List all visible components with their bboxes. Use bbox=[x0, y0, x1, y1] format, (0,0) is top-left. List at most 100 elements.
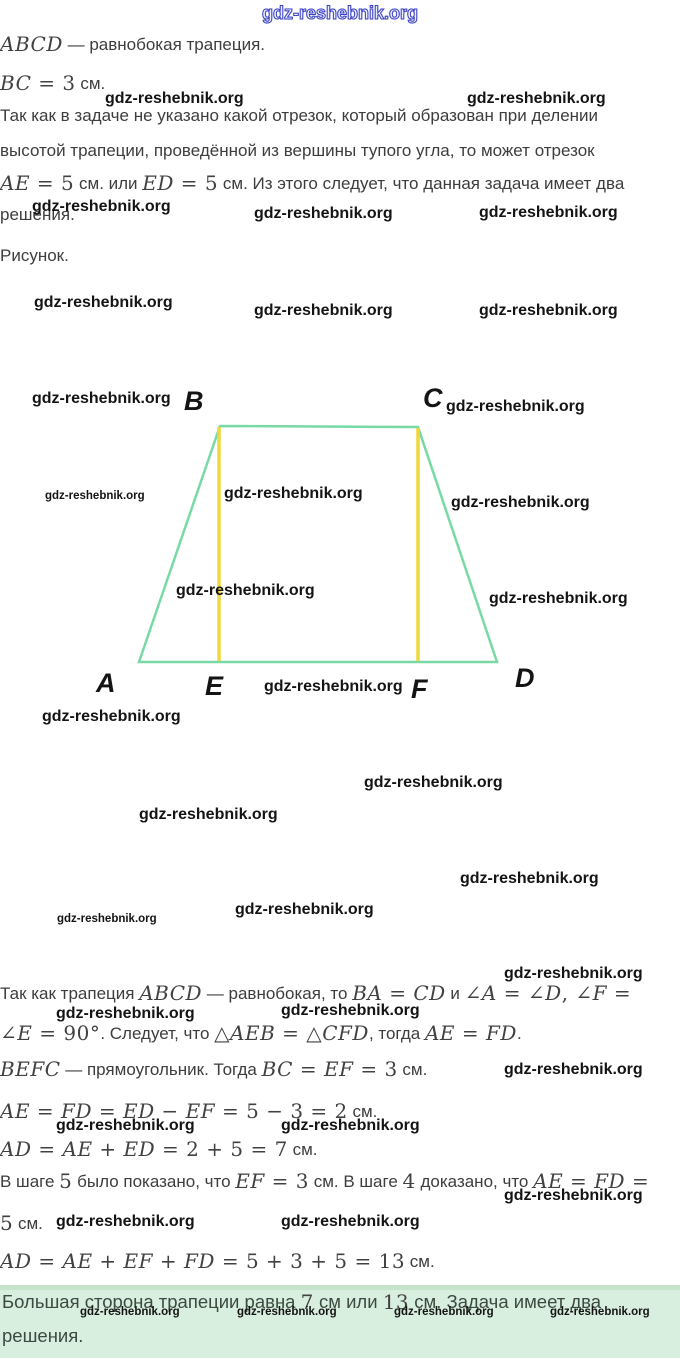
text-run: — равнобокая трапеция. bbox=[62, 35, 266, 54]
line-paragraph-4: решения. bbox=[0, 203, 75, 227]
answer-line-2: решения. bbox=[2, 1324, 83, 1348]
site-watermark: gdz-reshebnik.org bbox=[42, 708, 181, 725]
answer-highlight-box bbox=[0, 1285, 680, 1358]
text-run: — прямоугольник. Тогда bbox=[60, 1060, 262, 1079]
text-run: см или bbox=[313, 1291, 383, 1312]
line-bc-given: BC = 3 см. bbox=[0, 71, 105, 96]
math-run: EF = 3 bbox=[235, 1169, 309, 1193]
text-run: — равнобокая, то bbox=[202, 984, 353, 1003]
foot-label-F: F bbox=[411, 674, 428, 704]
site-watermark: gdz-reshebnik.org bbox=[460, 870, 599, 887]
site-watermark: gdz-reshebnik.org bbox=[32, 198, 171, 215]
text-run: см. bbox=[397, 1060, 428, 1079]
site-watermark: gdz-reshebnik.org bbox=[467, 90, 606, 107]
text-run: см. Задача имеет два bbox=[409, 1291, 602, 1312]
site-watermark: gdz-reshebnik.org bbox=[394, 1306, 494, 1318]
text-run: решения. bbox=[2, 1325, 84, 1346]
site-watermark: gdz-reshebnik.org bbox=[479, 204, 618, 221]
text-run: . bbox=[516, 1024, 522, 1043]
math-run: AE = FD = bbox=[533, 1169, 650, 1193]
site-watermark: gdz-reshebnik.org bbox=[254, 205, 393, 222]
trapezoid-outline bbox=[137, 424, 499, 664]
line-step-6b: 5 см. bbox=[0, 1211, 43, 1236]
site-watermark: gdz-reshebnik.org bbox=[235, 901, 374, 918]
site-watermark: gdz-reshebnik.org bbox=[364, 774, 503, 791]
math-run: 4 bbox=[402, 1169, 416, 1193]
site-watermark: gdz-reshebnik.org bbox=[80, 1306, 180, 1318]
math-run: ABCD bbox=[0, 32, 63, 56]
site-watermark: gdz-reshebnik.org bbox=[34, 294, 173, 311]
line-step-6a: В шаге 5 было показано, что EF = 3 см. В… bbox=[0, 1169, 649, 1194]
math-run: 5 bbox=[59, 1169, 73, 1193]
text-run: см. или bbox=[74, 174, 143, 193]
line-paragraph-3: AE = 5 см. или ED = 5 см. Из этого следу… bbox=[0, 171, 624, 196]
line-figure-caption: Рисунок. bbox=[0, 244, 69, 268]
site-watermark: gdz-reshebnik.org bbox=[281, 1002, 420, 1019]
site-watermark: gdz-reshebnik.org bbox=[504, 965, 643, 982]
trapezoid-figure bbox=[137, 424, 499, 664]
vertex-label-A: A bbox=[96, 668, 116, 698]
site-watermark: gdz-reshebnik.org bbox=[45, 490, 145, 502]
text-run: было показано, что bbox=[72, 1172, 236, 1191]
text-run: Так как в задаче не указано какой отрезо… bbox=[0, 106, 599, 125]
math-run: 5 bbox=[0, 1211, 14, 1235]
site-watermark: gdz-reshebnik.org bbox=[451, 494, 590, 511]
math-run: 7 bbox=[300, 1290, 314, 1314]
site-watermark: gdz-reshebnik.org bbox=[105, 90, 244, 107]
vertex-label-C: C bbox=[423, 383, 443, 413]
site-watermark: gdz-reshebnik.org bbox=[281, 1117, 420, 1134]
site-watermark: gdz-reshebnik.org bbox=[479, 302, 618, 319]
math-run: AE = 5 bbox=[0, 171, 75, 195]
site-watermark: gdz-reshebnik.org bbox=[504, 1061, 643, 1078]
text-run: Рисунок. bbox=[0, 246, 69, 265]
math-run: 13 bbox=[382, 1290, 410, 1314]
text-run: см. bbox=[405, 1252, 435, 1271]
site-watermark: gdz-reshebnik.org bbox=[56, 1005, 195, 1022]
text-run: см. В шаге bbox=[309, 1172, 403, 1191]
math-run: BEFC bbox=[0, 1057, 61, 1081]
text-run: . Следует, что bbox=[100, 1024, 215, 1043]
foot-label-E: E bbox=[205, 671, 224, 701]
text-run: Большая сторона трапеции равна bbox=[2, 1291, 301, 1312]
site-watermark: gdz-reshebnik.org bbox=[281, 1213, 420, 1230]
math-run: ED = 5 bbox=[142, 171, 219, 195]
line-step-3: BEFC — прямоугольник. Тогда BC = EF = 3 … bbox=[0, 1057, 427, 1082]
text-run: см. Из этого следует, что данная задача … bbox=[218, 174, 625, 193]
math-run: △AEB = △CFD bbox=[214, 1021, 369, 1045]
line-step-4: AE = FD = ED − EF = 5 − 3 = 2 см. bbox=[0, 1099, 377, 1124]
site-watermark: gdz-reshebnik.org bbox=[57, 913, 157, 925]
line-paragraph-2: высотой трапеции, проведённой из вершины… bbox=[0, 139, 595, 163]
site-watermark: gdz-reshebnik.org bbox=[56, 1213, 195, 1230]
text-run: решения. bbox=[0, 205, 75, 224]
site-watermark: gdz-reshebnik.org bbox=[264, 678, 403, 695]
site-watermark: gdz-reshebnik.org bbox=[139, 806, 278, 823]
text-run: см. bbox=[287, 1140, 318, 1159]
line-paragraph-1: Так как в задаче не указано какой отрезо… bbox=[0, 104, 598, 128]
site-watermark: gdz-reshebnik.org bbox=[32, 390, 171, 407]
site-watermark: gdz-reshebnik.org bbox=[550, 1306, 650, 1318]
text-run: и bbox=[445, 984, 465, 1003]
math-run: ∠A = ∠D, ∠F = bbox=[464, 981, 632, 1005]
line-step-7: AD = AE + EF + FD = 5 + 3 + 5 = 13 см. bbox=[0, 1249, 435, 1274]
answer-line-1: Большая сторона трапеции равна 7 см или … bbox=[2, 1290, 601, 1314]
site-watermark: gdz-reshebnik.org bbox=[504, 1187, 643, 1204]
math-run: BA = CD bbox=[352, 981, 446, 1005]
site-watermark: gdz-reshebnik.org bbox=[489, 590, 628, 607]
site-watermark: gdz-reshebnik.org bbox=[446, 398, 585, 415]
text-run: см. bbox=[13, 1214, 43, 1233]
math-run: ABCD bbox=[139, 981, 203, 1005]
line-trapezoid-intro: ABCD — равнобокая трапеция. bbox=[0, 32, 265, 57]
text-run: Так как трапеция bbox=[0, 984, 140, 1003]
math-run: ∠E = 90° bbox=[0, 1021, 101, 1045]
site-watermark: gdz-reshebnik.org bbox=[237, 1306, 337, 1318]
site-watermark: gdz-reshebnik.org bbox=[254, 302, 393, 319]
math-run: AD = AE + ED = 2 + 5 = 7 bbox=[0, 1137, 288, 1161]
line-step-1: Так как трапеция ABCD — равнобокая, то B… bbox=[0, 981, 631, 1006]
math-run: AE = FD bbox=[424, 1021, 517, 1045]
math-run: BC = 3 bbox=[0, 71, 76, 95]
vertex-label-D: D bbox=[515, 663, 535, 693]
site-watermark-top: gdz-reshebnik.org bbox=[261, 3, 419, 24]
text-run: высотой трапеции, проведённой из вершины… bbox=[0, 141, 595, 160]
vertex-label-B: B bbox=[184, 386, 204, 416]
